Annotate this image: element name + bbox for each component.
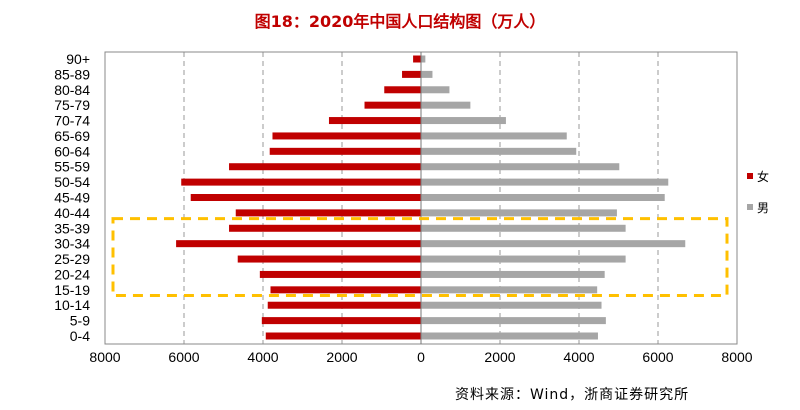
- bar-male: [421, 301, 602, 309]
- x-tick-label: 4000: [247, 349, 278, 365]
- bar-male: [421, 101, 471, 109]
- legend-swatch: [747, 173, 753, 179]
- bar-male: [421, 117, 506, 125]
- bar-male: [421, 286, 598, 294]
- legend-label: 女: [757, 169, 769, 184]
- bar-female: [328, 117, 421, 125]
- bar-female: [259, 270, 421, 278]
- bar-male: [421, 255, 626, 263]
- x-tick-label: 2000: [326, 349, 357, 365]
- bar-female: [235, 209, 421, 217]
- bar-male: [421, 240, 686, 248]
- bar-female: [261, 317, 421, 325]
- y-tick-label: 25-29: [54, 251, 90, 267]
- bar-female: [265, 332, 421, 340]
- bar-female: [267, 301, 421, 309]
- y-tick-label: 10-14: [54, 297, 90, 313]
- x-tick-label: 8000: [89, 349, 120, 365]
- bar-female: [384, 86, 421, 94]
- y-tick-label: 35-39: [54, 220, 90, 236]
- y-tick-label: 0-4: [70, 328, 90, 344]
- bar-female: [364, 101, 421, 109]
- bar-female: [229, 224, 421, 232]
- bar-male: [421, 270, 605, 278]
- y-tick-label: 40-44: [54, 205, 90, 221]
- bar-male: [421, 132, 567, 140]
- bar-male: [421, 317, 606, 325]
- y-tick-label: 80-84: [54, 82, 90, 98]
- y-tick-label: 90+: [66, 51, 90, 67]
- x-tick-label: 6000: [642, 349, 673, 365]
- x-tick-label: 2000: [484, 349, 515, 365]
- bar-female: [181, 178, 421, 186]
- bar-female: [272, 132, 421, 140]
- y-tick-label: 45-49: [54, 190, 90, 206]
- y-tick-label: 50-54: [54, 174, 90, 190]
- legend-label: 男: [757, 201, 769, 215]
- highlight-box: [111, 217, 729, 298]
- x-tick-label: 4000: [563, 349, 594, 365]
- y-tick-label: 70-74: [54, 113, 90, 129]
- y-tick-label: 30-34: [54, 236, 90, 252]
- x-tick-label: 0: [417, 349, 425, 365]
- legend-swatch: [747, 204, 753, 210]
- bar-male: [421, 178, 669, 186]
- bar-female: [270, 286, 421, 294]
- bar-female: [190, 194, 421, 201]
- bar-female: [237, 255, 421, 263]
- bar-female: [269, 147, 421, 155]
- bar-female: [176, 240, 421, 248]
- y-tick-label: 15-19: [54, 282, 90, 298]
- bar-female: [413, 55, 421, 63]
- bar-male: [421, 224, 626, 232]
- y-tick-label: 75-79: [54, 97, 90, 113]
- bar-female: [402, 70, 421, 78]
- bar-male: [421, 332, 598, 340]
- y-tick-label: 20-24: [54, 266, 90, 282]
- bar-female: [229, 163, 421, 171]
- bar-male: [421, 86, 450, 94]
- bar-male: [421, 194, 665, 201]
- bar-male: [421, 163, 620, 171]
- bar-male: [421, 209, 617, 217]
- bar-male: [421, 70, 433, 78]
- y-tick-label: 85-89: [54, 66, 90, 82]
- y-tick-label: 55-59: [54, 159, 90, 175]
- chart-title: 图18：2020年中国人口结构图（万人）: [254, 12, 546, 31]
- x-tick-label: 8000: [721, 349, 752, 365]
- source-note: 资料来源：Wind，浙商证券研究所: [455, 387, 690, 403]
- y-tick-label: 65-69: [54, 128, 90, 144]
- bar-male: [421, 55, 426, 63]
- bar-male: [421, 147, 577, 155]
- y-tick-label: 60-64: [54, 143, 90, 159]
- y-tick-label: 5-9: [70, 313, 90, 329]
- x-tick-label: 6000: [168, 349, 199, 365]
